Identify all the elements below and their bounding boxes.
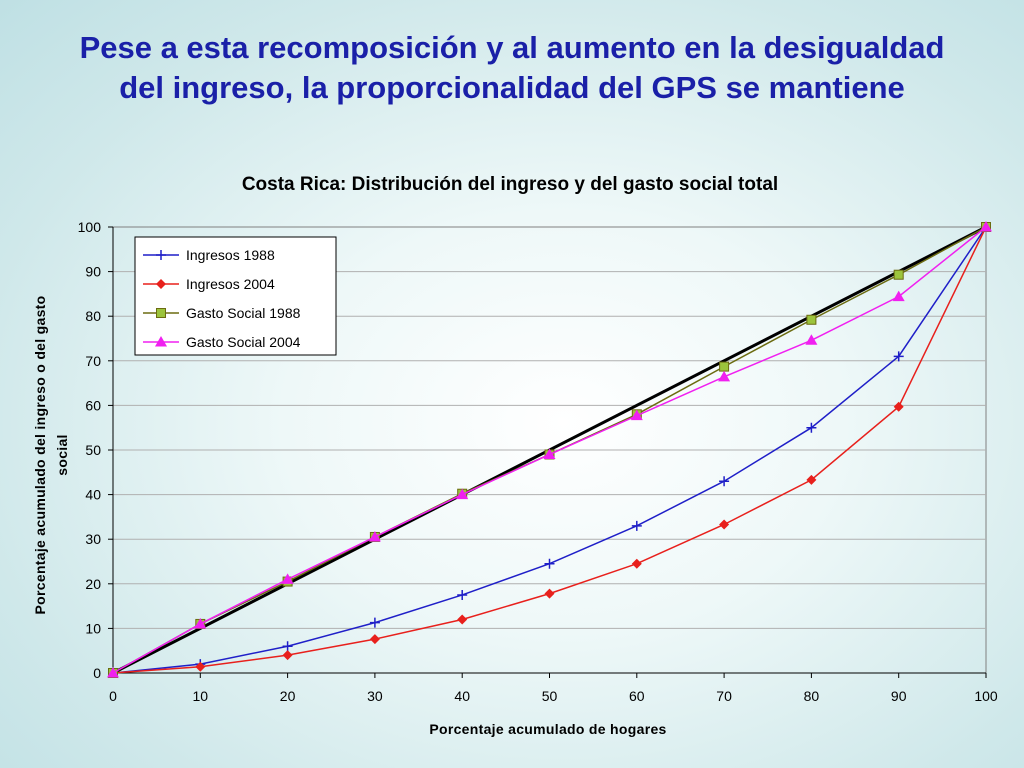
data-point-gasto-social-2004 bbox=[718, 370, 731, 382]
data-point-ingresos-1988 bbox=[631, 520, 642, 531]
data-point-ingresos-2004 bbox=[544, 588, 555, 599]
x-tick-label: 90 bbox=[891, 688, 907, 704]
legend-label-ingresos-1988: Ingresos 1988 bbox=[186, 247, 275, 263]
x-tick-label: 20 bbox=[280, 688, 296, 704]
chart-title: Costa Rica: Distribución del ingreso y d… bbox=[242, 174, 778, 195]
data-point-ingresos-1988 bbox=[544, 558, 555, 569]
x-tick-label: 60 bbox=[629, 688, 645, 704]
data-point-ingresos-2004 bbox=[369, 634, 380, 645]
data-point-gasto-social-2004 bbox=[630, 409, 643, 421]
y-tick-label: 0 bbox=[93, 665, 101, 681]
y-tick-label: 30 bbox=[85, 531, 101, 547]
x-axis-label: Porcentaje acumulado de hogares bbox=[429, 721, 666, 737]
data-point-ingresos-2004 bbox=[719, 519, 730, 530]
data-point-ingresos-1988 bbox=[893, 351, 904, 362]
y-tick-label: 10 bbox=[85, 620, 101, 636]
y-tick-label: 20 bbox=[85, 576, 101, 592]
data-point-ingresos-1988 bbox=[806, 422, 817, 433]
x-tick-label: 40 bbox=[454, 688, 470, 704]
y-axis-label-line2: social bbox=[54, 434, 70, 476]
x-tick-label: 80 bbox=[804, 688, 820, 704]
data-point-gasto-social-2004 bbox=[805, 334, 818, 345]
data-point-gasto-social-1988 bbox=[806, 314, 817, 325]
y-axis-label-line1: Porcentaje acumulado del ingreso o del g… bbox=[32, 296, 48, 615]
data-point-gasto-social-2004 bbox=[281, 573, 294, 584]
data-point-gasto-social-2004 bbox=[456, 488, 469, 500]
y-tick-label: 50 bbox=[85, 442, 101, 458]
legend-marker-ingresos-2004 bbox=[156, 279, 166, 289]
slide-title-line2: del ingreso, la proporcionalidad del GPS… bbox=[119, 70, 905, 105]
data-point-ingresos-2004 bbox=[282, 650, 293, 661]
x-tick-label: 100 bbox=[974, 688, 998, 704]
data-point-gasto-social-2004 bbox=[368, 530, 381, 542]
y-tick-label: 90 bbox=[85, 264, 101, 280]
y-tick-label: 100 bbox=[78, 219, 102, 235]
legend-marker-ingresos-1988 bbox=[156, 250, 166, 260]
y-tick-label: 60 bbox=[85, 397, 101, 413]
legend-label-ingresos-2004: Ingresos 2004 bbox=[186, 276, 275, 292]
data-point-ingresos-2004 bbox=[195, 661, 206, 672]
slide-title: Pese a esta recomposición y al aumento e… bbox=[20, 28, 1004, 108]
data-point-ingresos-1988 bbox=[369, 617, 380, 628]
x-tick-label: 0 bbox=[109, 688, 117, 704]
data-point-ingresos-1988 bbox=[282, 641, 293, 652]
legend-label-gasto-social-1988: Gasto Social 1988 bbox=[186, 305, 301, 321]
legend-label-gasto-social-2004: Gasto Social 2004 bbox=[186, 334, 301, 350]
slide-title-line1: Pese a esta recomposición y al aumento e… bbox=[79, 30, 945, 65]
x-tick-label: 50 bbox=[542, 688, 558, 704]
data-point-ingresos-2004 bbox=[631, 558, 642, 569]
data-point-gasto-social-2004 bbox=[194, 617, 207, 629]
y-tick-label: 70 bbox=[85, 353, 101, 369]
data-point-ingresos-2004 bbox=[457, 614, 468, 625]
x-tick-label: 10 bbox=[193, 688, 209, 704]
data-point-ingresos-2004 bbox=[893, 401, 904, 412]
legend: Ingresos 1988 Ingresos 2004 Gasto Social 1… bbox=[134, 236, 337, 356]
plot-area: 0 10 20 30 40 50 60 70 80 90 100 0 10 20 30 40 50 60 70 80 9… bbox=[78, 219, 998, 704]
data-point-gasto-social-2004 bbox=[980, 221, 992, 232]
data-point-ingresos-1988 bbox=[457, 589, 468, 600]
data-point-gasto-social-2004 bbox=[892, 290, 905, 302]
legend-marker-gasto-social-2004 bbox=[155, 336, 167, 347]
data-point-ingresos-1988 bbox=[719, 476, 730, 487]
data-point-ingresos-2004 bbox=[806, 474, 817, 485]
x-tick-label: 70 bbox=[716, 688, 732, 704]
y-tick-label: 40 bbox=[85, 487, 101, 503]
legend-box bbox=[134, 236, 337, 356]
y-axis-label: Porcentaje acumulado del ingreso o del g… bbox=[32, 296, 70, 615]
data-point-gasto-social-1988 bbox=[893, 269, 904, 280]
y-tick-label: 80 bbox=[85, 308, 101, 324]
data-point-gasto-social-2004 bbox=[543, 448, 556, 459]
data-point-gasto-social-2004 bbox=[107, 667, 119, 678]
data-point-gasto-social-1988 bbox=[719, 361, 730, 372]
legend-marker-gasto-social-1988 bbox=[156, 308, 166, 318]
x-tick-label: 30 bbox=[367, 688, 383, 704]
